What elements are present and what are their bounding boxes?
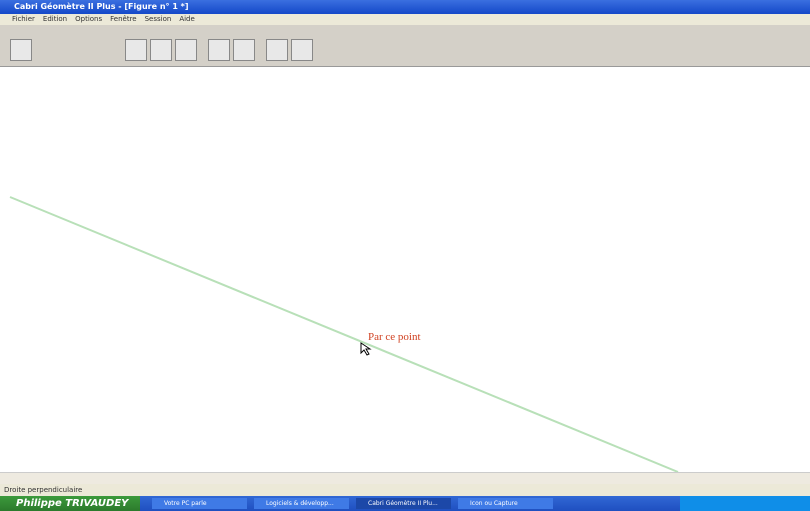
menu-item[interactable]: Options (75, 15, 102, 23)
tool-pointer[interactable] (10, 39, 32, 61)
title-bar: Cabri Géomètre II Plus - [Figure n° 1 *] (0, 0, 810, 14)
line (10, 197, 678, 472)
window-title: Cabri Géomètre II Plus - [Figure n° 1 *] (0, 2, 189, 11)
tool-button[interactable] (291, 39, 313, 61)
screen: Cabri Géomètre II Plus - [Figure n° 1 *]… (0, 0, 810, 511)
drawing-canvas[interactable]: Par ce point (0, 66, 810, 472)
menu-item[interactable]: Session (145, 15, 172, 23)
toolbar (0, 25, 810, 67)
start-button[interactable]: Philippe TRIVAUDEY (0, 496, 140, 511)
canvas-label: Par ce point (368, 331, 421, 343)
taskbar: Philippe TRIVAUDEY Votre PC parle Logici… (0, 496, 810, 511)
menu-item[interactable]: Fichier (12, 15, 35, 23)
task-button[interactable]: Votre PC parle (152, 498, 247, 509)
system-tray (680, 496, 810, 511)
tool-button[interactable] (150, 39, 172, 61)
tool-button[interactable] (208, 39, 230, 61)
status-bar: Droite perpendiculaire (0, 484, 810, 496)
tool-button[interactable] (233, 39, 255, 61)
menu-item[interactable]: Fenêtre (110, 15, 136, 23)
task-button[interactable]: Logiciels & développ... (254, 498, 349, 509)
status-text: Droite perpendiculaire (0, 486, 82, 494)
menu-item[interactable]: Edition (43, 15, 67, 23)
task-button[interactable]: Cabri Géomètre II Plu... (356, 498, 451, 509)
tool-button[interactable] (266, 39, 288, 61)
task-button[interactable]: Icon ou Capture (458, 498, 553, 509)
tool-button[interactable] (175, 39, 197, 61)
menu-bar: Fichier Edition Options Fenêtre Session Aide (0, 14, 810, 25)
menu-item[interactable]: Aide (179, 15, 194, 23)
tool-button[interactable] (125, 39, 147, 61)
